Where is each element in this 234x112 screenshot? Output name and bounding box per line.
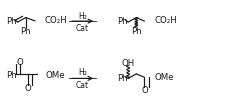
Text: Cat: Cat [76, 24, 89, 33]
Text: Ph: Ph [21, 27, 31, 36]
Text: OMe: OMe [154, 73, 174, 82]
Text: OH: OH [121, 58, 135, 67]
Text: Cat: Cat [76, 80, 89, 89]
Text: O: O [25, 84, 32, 93]
Text: O: O [141, 85, 148, 94]
Text: Ph: Ph [131, 27, 142, 36]
Text: Ph: Ph [117, 73, 128, 82]
Text: H₂: H₂ [78, 68, 87, 76]
Text: H₂: H₂ [78, 12, 87, 20]
Text: CO₂H: CO₂H [45, 16, 68, 25]
Text: OMe: OMe [45, 70, 65, 79]
Text: Ph: Ph [6, 17, 16, 26]
Text: CO₂H: CO₂H [154, 16, 177, 25]
Text: Ph: Ph [6, 70, 16, 79]
Text: O: O [16, 57, 23, 66]
Text: Ph: Ph [117, 17, 128, 26]
